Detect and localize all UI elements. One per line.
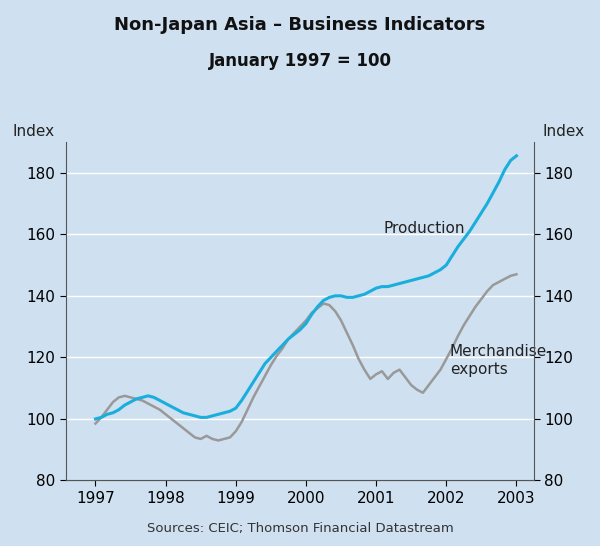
Text: Index: Index	[12, 123, 54, 139]
Text: Production: Production	[383, 221, 464, 236]
Text: Index: Index	[543, 123, 585, 139]
Text: Non-Japan Asia – Business Indicators: Non-Japan Asia – Business Indicators	[115, 16, 485, 34]
Text: Sources: CEIC; Thomson Financial Datastream: Sources: CEIC; Thomson Financial Datastr…	[146, 522, 454, 535]
Text: Merchandise
exports: Merchandise exports	[450, 345, 547, 377]
Text: January 1997 = 100: January 1997 = 100	[209, 52, 392, 70]
